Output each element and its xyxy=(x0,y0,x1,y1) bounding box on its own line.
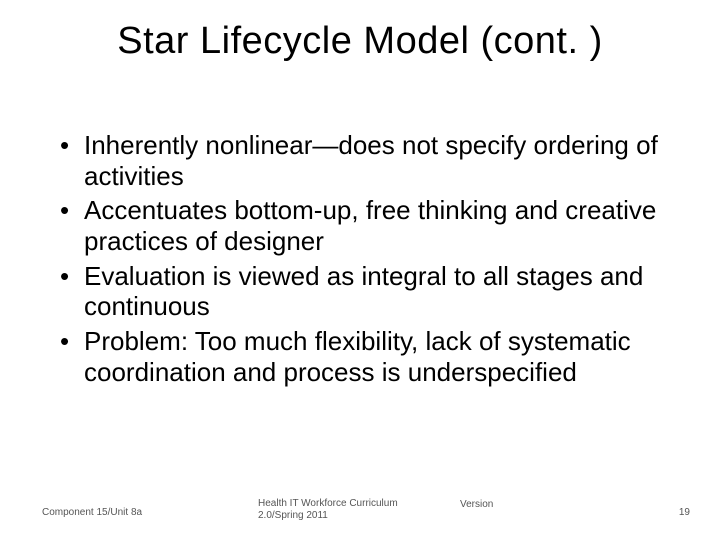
footer-page-number: 19 xyxy=(679,507,690,518)
footer-center-line2: 2.0/Spring 2011 xyxy=(258,510,458,522)
bullet-list: Inherently nonlinear—does not specify or… xyxy=(58,130,668,387)
bullet-item: Inherently nonlinear—does not specify or… xyxy=(58,130,668,191)
footer-center-line1: Health IT Workforce Curriculum xyxy=(258,498,458,510)
bullet-item: Problem: Too much flexibility, lack of s… xyxy=(58,326,668,387)
footer-left: Component 15/Unit 8a xyxy=(42,507,142,518)
bullet-item: Accentuates bottom-up, free thinking and… xyxy=(58,195,668,256)
bullet-item: Evaluation is viewed as integral to all … xyxy=(58,261,668,322)
footer-center: Health IT Workforce Curriculum 2.0/Sprin… xyxy=(258,498,458,522)
slide-title: Star Lifecycle Model (cont. ) xyxy=(0,20,720,63)
slide-body: Inherently nonlinear—does not specify or… xyxy=(58,130,668,391)
slide: Star Lifecycle Model (cont. ) Inherently… xyxy=(0,0,720,540)
footer-version-label: Version xyxy=(460,499,493,510)
